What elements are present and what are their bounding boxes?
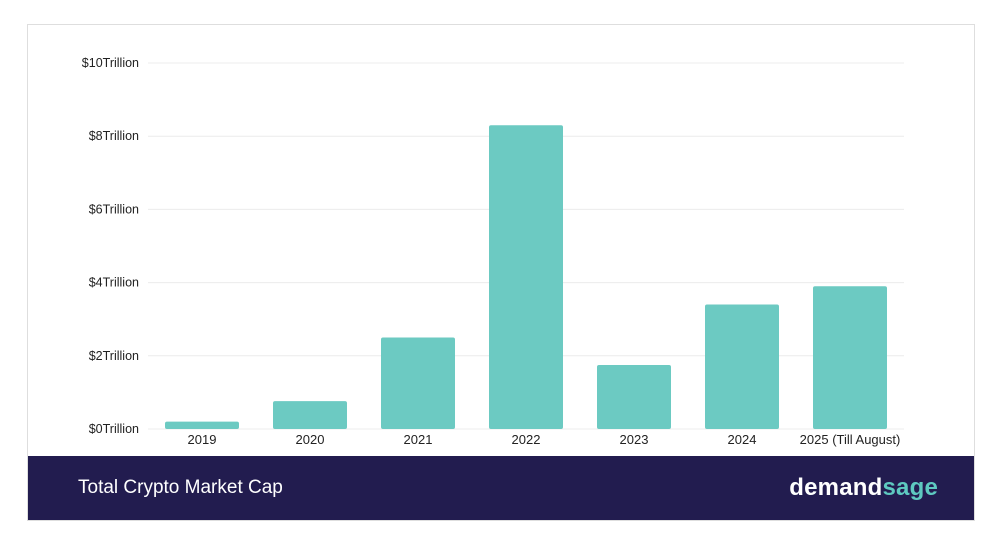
bars <box>165 125 887 429</box>
x-tick-label: 2024 <box>728 432 757 447</box>
y-tick-label: $10Trillion <box>82 56 139 70</box>
bar <box>381 337 455 429</box>
bar <box>165 421 239 429</box>
chart-card: $0Trillion $2Trillion $4Trillion $6Trillion… <box>27 24 975 521</box>
x-tick-label: 2025 (Till August) <box>800 432 901 447</box>
x-tick-label: 2022 <box>512 432 541 447</box>
brand-logo-part2: sage <box>882 474 938 501</box>
brand-logo: demandsage <box>789 474 938 502</box>
y-tick-label: $8Trillion <box>89 129 139 143</box>
x-tick-label: 2019 <box>188 432 217 447</box>
y-tick-label: $4Trillion <box>89 276 139 290</box>
y-tick-label: $6Trillion <box>89 202 139 216</box>
bar-chart: $0Trillion $2Trillion $4Trillion $6Trillion… <box>82 56 904 447</box>
bar <box>813 286 887 429</box>
x-axis-tick-labels: 2019 2020 2021 2022 2023 2024 2025 (Till Augus… <box>188 432 901 447</box>
x-tick-label: 2023 <box>620 432 649 447</box>
bar <box>597 364 671 429</box>
bar <box>489 125 563 429</box>
x-tick-label: 2021 <box>404 432 433 447</box>
y-axis-tick-labels: $0Trillion $2Trillion $4Trillion $6Trillion… <box>82 56 139 436</box>
brand-logo-part1: demand <box>789 474 883 501</box>
bar <box>705 304 779 429</box>
x-tick-label: 2020 <box>296 432 325 447</box>
chart-footer: Total Crypto Market Cap demandsage <box>28 456 974 520</box>
y-tick-label: $2Trillion <box>89 349 139 363</box>
chart-title: Total Crypto Market Cap <box>78 477 283 498</box>
y-tick-label: $0Trillion <box>89 422 139 436</box>
bar <box>273 401 347 429</box>
